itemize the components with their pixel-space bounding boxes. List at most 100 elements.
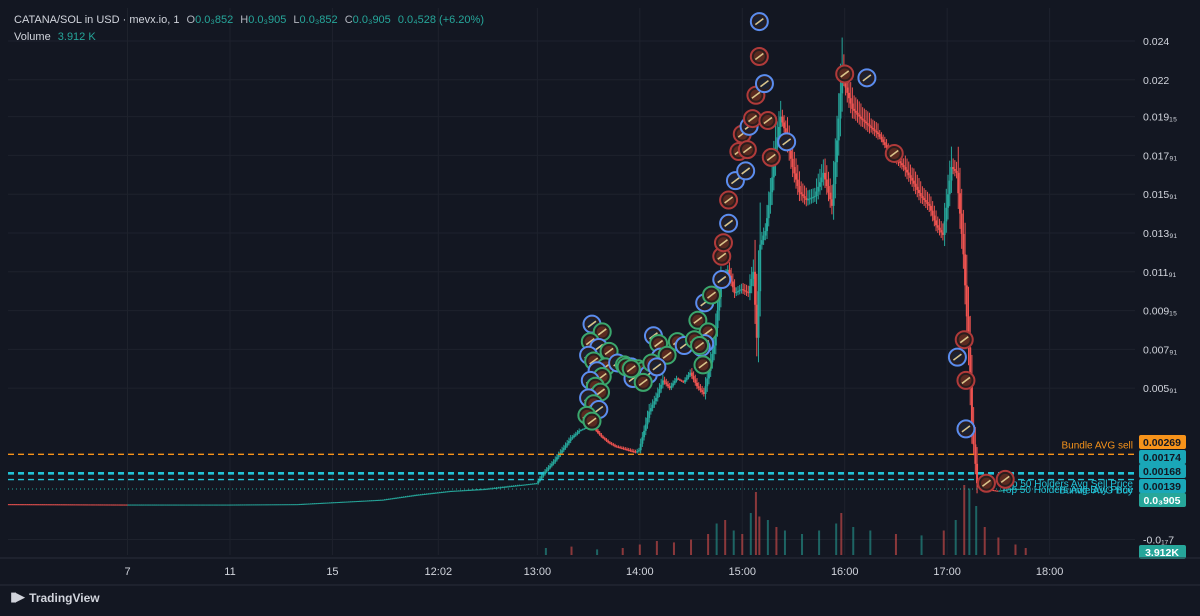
candle-body [795,173,798,180]
candle-body [600,434,603,437]
candle-body [220,504,223,506]
trade-marker-glyph [652,363,662,371]
candle-body [24,504,27,506]
candle-body [846,87,849,93]
candle-body [607,441,610,443]
candle-body [408,495,411,497]
candle-body [779,116,782,127]
candle-body [964,254,967,286]
volume-bar [754,492,757,555]
candle-body [393,498,396,500]
candle-body [1008,489,1011,491]
candle-body [37,504,40,506]
candle-body [431,493,434,495]
candle-body [549,465,552,468]
candle-body [745,291,748,293]
candle-body [379,499,382,501]
candle-body [701,390,704,393]
volume-bar [818,530,821,555]
candle-body [849,98,852,104]
candle-body [569,438,572,441]
high-label: H [240,14,249,26]
trade-marker-glyph [961,376,971,385]
trade-marker [690,336,710,356]
trade-markers [577,12,1015,493]
tradingview-logo[interactable]: ▮▶ TradingView [10,590,100,605]
reference-lines [8,453,1135,490]
candle-body [555,457,558,460]
candle-body [366,500,369,502]
trade-marker [599,341,619,361]
candle-body [269,504,272,506]
candle-body [28,504,31,506]
candle-body [77,504,80,506]
time-tick-label: 11 [224,566,235,578]
candle-body [704,386,707,395]
price-badge-text: 0.0₃905 [1144,495,1181,507]
time-tick-label: 12:02 [425,566,453,578]
candle-body [467,490,470,492]
price-tick-label: 0.022 [1143,75,1169,87]
candle-body [54,504,57,506]
candle-body [377,499,380,501]
volume-bar [942,530,945,555]
price-badge-bg [1139,435,1186,449]
candle-body [567,440,570,444]
time-tick-label: 18:00 [1036,566,1064,578]
candle-body [697,386,700,389]
candle-body [627,449,630,451]
candle-body [781,116,784,123]
volume-bar [596,549,599,555]
candle-body [389,498,392,500]
candle-body [468,489,471,491]
candle-body [921,196,924,199]
volume-badge-bg [1139,545,1186,559]
candle-body [71,504,74,506]
volume-bar [544,548,547,555]
candle-body [440,492,443,494]
candle-body [457,490,460,492]
price-badge-bg [1139,479,1186,493]
candle-body [950,167,953,181]
chart-legend: CATANA/SOL in USD · mevx.io, 1 O0.0₃852 … [14,12,484,46]
candle-body [940,230,943,233]
candle-body [123,504,126,506]
candle-body [595,428,598,431]
candle-body [103,504,106,506]
candle-body [110,504,113,506]
candle-body [355,501,358,503]
price-tick-label: 0.011₉₁ [1143,267,1177,279]
candle-body [463,490,466,492]
candle-body [685,377,688,380]
candle-body [718,297,721,311]
candle-body [459,490,462,492]
candle-body [562,447,565,451]
trade-marker-glyph [840,70,850,78]
candle-body [229,504,232,506]
candle-body [557,454,560,458]
candle-body [228,504,231,506]
candle-body [877,132,880,135]
candle-body [69,504,72,506]
candle-body [7,504,10,506]
volume-badge: 3.912K [1139,545,1186,559]
candle-body [157,504,160,506]
candle-body [412,495,415,497]
trade-marker-glyph [961,425,971,433]
candle-body [936,225,939,228]
trade-marker-glyph [717,252,727,260]
candle-body [820,177,823,183]
candle-body [571,437,574,439]
candle-body [533,483,536,485]
trade-marker-glyph [782,138,792,146]
volume-row: Volume 3.912 K [14,29,484,46]
candle-body [241,504,244,506]
candle-body [976,463,979,484]
trade-marker [737,140,757,160]
candle-body [118,504,121,506]
candle-body [321,502,324,504]
trade-marker-glyph [597,328,607,336]
candle-body [298,504,301,506]
